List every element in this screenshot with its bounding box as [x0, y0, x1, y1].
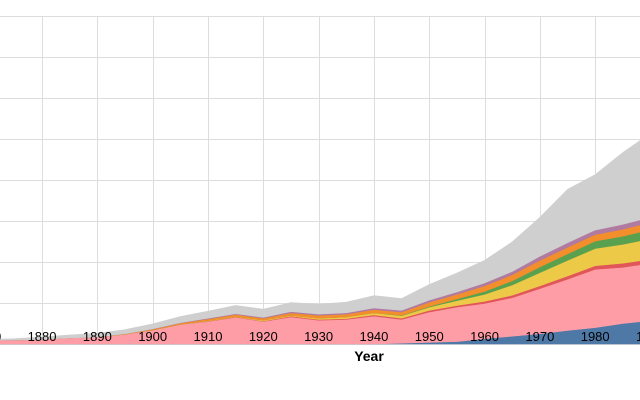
x-tick-label-1940: 1940: [359, 329, 388, 344]
area-series-8: [0, 140, 640, 341]
x-axis-tick-labels: 1870 1880 1890 1900 1910 1920 1930 1940 1950 1960…: [0, 329, 640, 344]
x-axis-title: Year: [354, 348, 384, 364]
x-tick-label-1960: 1960: [470, 329, 499, 344]
x-tick-label-1890: 1890: [83, 329, 112, 344]
x-tick-label-1920: 1920: [249, 329, 278, 344]
x-tick-label-1980: 1980: [581, 329, 610, 344]
x-tick-label-1970: 1970: [525, 329, 554, 344]
x-tick-label-1930: 1930: [304, 329, 333, 344]
x-tick-label-1870: 1870: [0, 329, 1, 344]
x-tick-label-1880: 1880: [28, 329, 57, 344]
x-tick-label-1990: 1990: [636, 329, 640, 344]
x-tick-label-1910: 1910: [194, 329, 223, 344]
x-tick-label-1950: 1950: [415, 329, 444, 344]
area-series-group: [0, 140, 640, 345]
x-tick-label-1900: 1900: [138, 329, 167, 344]
